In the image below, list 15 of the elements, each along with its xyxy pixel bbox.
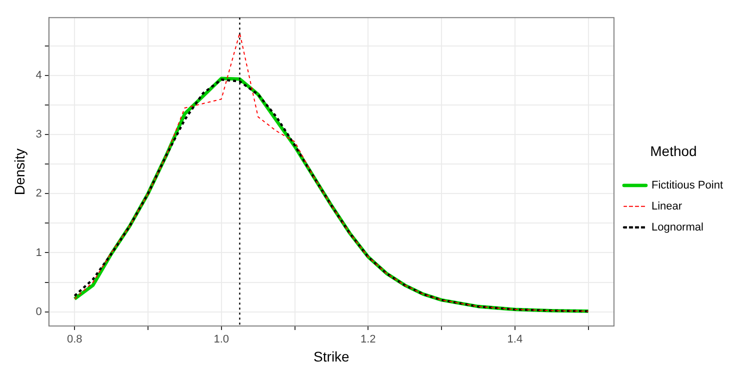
y-axis-title: Density	[11, 148, 28, 196]
y-tick-label: 3	[36, 128, 42, 141]
legend-title: Method	[650, 142, 697, 159]
x-tick-label: 0.8	[66, 334, 82, 346]
y-tick-label: 2	[36, 188, 42, 200]
y-tick-label: 0	[36, 306, 42, 318]
x-axis-title: Strike	[314, 348, 350, 364]
legend-label: Fictitious Point	[651, 179, 724, 192]
x-tick-label: 1.0	[214, 334, 230, 346]
legend-label: Lognormal	[651, 221, 704, 234]
y-tick-label: 1	[36, 246, 42, 259]
y-tick-label: 4	[36, 70, 42, 82]
legend-label: Linear	[651, 200, 682, 212]
x-tick-label: 1.2	[360, 334, 376, 346]
x-tick-label: 1.4	[507, 334, 523, 346]
